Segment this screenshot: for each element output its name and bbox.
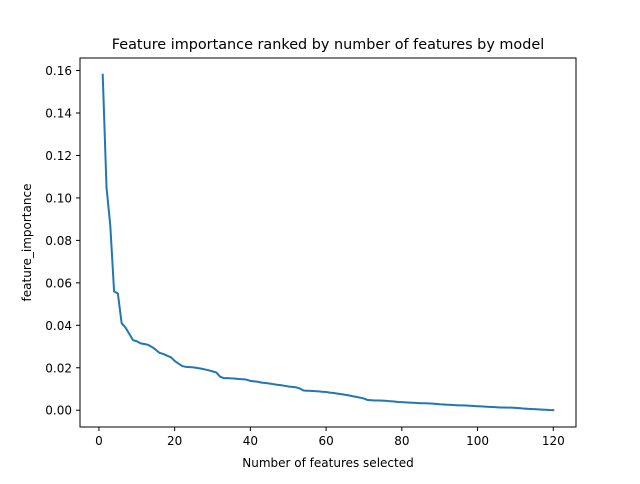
y-tick-label: 0.12 (45, 149, 72, 163)
y-tick-label: 0.00 (45, 404, 72, 418)
x-tick-label: 60 (318, 434, 333, 448)
y-tick-label: 0.10 (45, 191, 72, 205)
x-tick-label: 0 (95, 434, 103, 448)
y-tick-label: 0.16 (45, 64, 72, 78)
x-tick-label: 120 (542, 434, 565, 448)
y-tick-label: 0.02 (45, 361, 72, 375)
y-tick-label: 0.04 (45, 319, 72, 333)
y-tick-label: 0.06 (45, 276, 72, 290)
chart-title: Feature importance ranked by number of f… (112, 37, 544, 53)
x-tick-label: 100 (466, 434, 489, 448)
series-line (101, 73, 555, 412)
x-tick-label: 40 (243, 434, 258, 448)
y-tick-label: 0.08 (45, 234, 72, 248)
plot-series (101, 73, 555, 412)
x-tick-label: 20 (167, 434, 182, 448)
x-axis-label: Number of features selected (242, 456, 413, 470)
plot-frame (79, 57, 577, 428)
axis-ticks: 0 20 40 60 80 100 120 0.00 0.02 0.04 0.06 0.08 0.10 0… (45, 64, 564, 448)
y-tick-label: 0.14 (45, 106, 72, 120)
y-axis-label: feature_importance (20, 184, 34, 302)
x-tick-label: 80 (394, 434, 409, 448)
